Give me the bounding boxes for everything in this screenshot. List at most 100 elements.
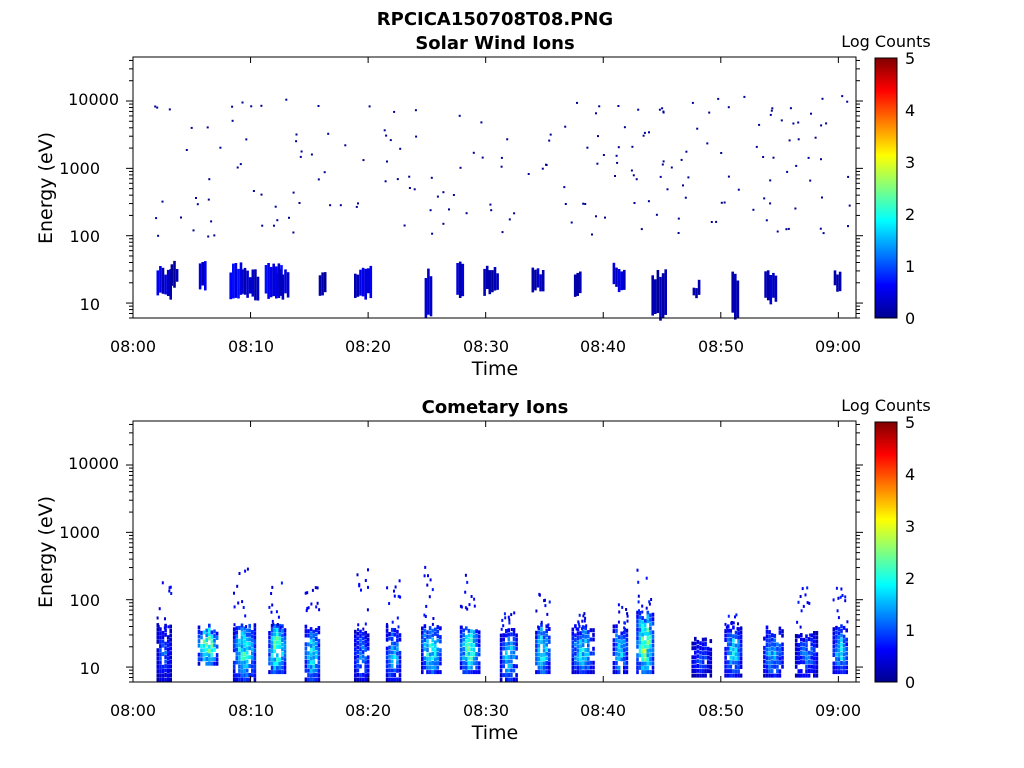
cometary-cell xyxy=(840,647,843,652)
cometary-cbar-tick-5: 5 xyxy=(905,413,915,432)
cometary-cell xyxy=(724,660,727,665)
cometary-cell xyxy=(169,642,172,647)
solar-wind-cell xyxy=(459,166,462,169)
cometary-cell xyxy=(813,665,816,670)
cometary-cell xyxy=(232,639,236,644)
cometary-cell xyxy=(283,670,287,675)
cometary-cell xyxy=(159,639,162,644)
solar-wind-cell xyxy=(710,221,713,223)
cometary-cell xyxy=(396,668,399,673)
cometary-cell xyxy=(232,664,236,669)
cometary-cell xyxy=(210,657,214,662)
cometary-cell xyxy=(434,631,437,636)
cometary-cell xyxy=(612,647,616,652)
cometary-cell xyxy=(393,641,397,646)
cometary-cell xyxy=(513,611,516,615)
cometary-cell xyxy=(548,661,551,666)
cometary-cell xyxy=(540,661,543,666)
cometary-cell xyxy=(646,657,650,662)
cometary-cell xyxy=(724,633,727,638)
cometary-cell xyxy=(577,622,580,626)
cometary-cell xyxy=(641,657,644,662)
cometary-cell xyxy=(739,647,743,652)
cometary-cell xyxy=(215,661,219,666)
solar-wind-cell xyxy=(154,105,157,108)
solar-wind-cell xyxy=(684,196,687,199)
cometary-cell xyxy=(641,610,644,614)
solar-wind-cell xyxy=(632,174,635,177)
cometary-cell xyxy=(273,640,276,645)
cometary-cell xyxy=(439,639,442,644)
cometary-cell xyxy=(807,655,811,660)
cometary-cell xyxy=(651,656,655,661)
cometary-cell xyxy=(268,644,271,648)
cometary-cell xyxy=(390,632,394,637)
cometary-cell xyxy=(232,627,236,632)
cometary-cell xyxy=(548,648,551,653)
cometary-cell xyxy=(421,657,424,661)
cometary-cell xyxy=(251,651,254,656)
solar-wind-cell xyxy=(317,178,320,181)
solar-wind-cell xyxy=(731,271,734,313)
solar-wind-xtick-0810: 08:10 xyxy=(228,337,274,356)
cometary-cell xyxy=(436,634,440,639)
cometary-cell xyxy=(309,664,313,669)
cometary-ytick-1000: 1000 xyxy=(59,523,100,542)
cometary-cell xyxy=(200,630,203,635)
cometary-cell xyxy=(399,595,402,599)
cometary-cell xyxy=(545,638,548,643)
cometary-cell xyxy=(467,642,471,647)
cometary-cell xyxy=(800,655,803,660)
solar-wind-cell xyxy=(448,208,450,211)
cometary-cell xyxy=(251,647,254,652)
cometary-cell xyxy=(837,644,841,649)
solar-wind-cell xyxy=(612,262,616,285)
cometary-cell xyxy=(436,665,440,670)
cometary-cell xyxy=(208,636,211,641)
cometary-cell xyxy=(273,657,276,662)
cometary-cell xyxy=(807,664,811,669)
cometary-cell xyxy=(691,669,694,673)
cometary-cell xyxy=(364,579,367,582)
cometary-cell xyxy=(739,652,743,657)
cometary-cell xyxy=(691,655,694,660)
cometary-cell xyxy=(421,661,424,666)
cometary-cell xyxy=(724,622,727,626)
solar-wind-cell xyxy=(508,218,511,221)
cometary-cell xyxy=(548,627,551,631)
cometary-cell xyxy=(835,652,838,657)
cometary-cell xyxy=(317,630,321,635)
cometary-cell xyxy=(283,645,287,649)
cometary-cell xyxy=(815,660,819,665)
solar-wind-cell xyxy=(229,272,232,300)
cometary-cell xyxy=(243,677,246,682)
cometary-cell xyxy=(251,673,254,678)
cometary-cell xyxy=(620,631,623,636)
cometary-cell xyxy=(729,664,733,669)
cometary-cell xyxy=(581,619,584,623)
solar-wind-cell xyxy=(452,194,455,196)
cometary-cell xyxy=(278,628,282,633)
cometary-cell xyxy=(832,640,836,645)
cometary-cell xyxy=(776,664,779,669)
cometary-cell xyxy=(646,670,650,675)
cometary-cell xyxy=(168,586,171,590)
cometary-cell xyxy=(466,607,469,611)
cometary-cell xyxy=(304,677,308,682)
cometary-cell xyxy=(421,652,424,657)
cometary-cell xyxy=(584,630,587,635)
cometary-cell xyxy=(641,649,644,654)
solar-wind-cell xyxy=(207,198,210,201)
cometary-cell xyxy=(615,624,618,629)
cometary-cell xyxy=(636,636,639,641)
cometary-cell xyxy=(245,625,248,629)
cometary-cell xyxy=(472,630,476,635)
cometary-cell xyxy=(243,639,246,644)
cometary-cell xyxy=(244,569,247,573)
solar-wind-cell xyxy=(765,219,768,222)
solar-wind-cell xyxy=(489,203,492,206)
cometary-cell xyxy=(837,631,841,636)
cometary-cell xyxy=(805,643,808,648)
cometary-cell xyxy=(649,635,652,640)
